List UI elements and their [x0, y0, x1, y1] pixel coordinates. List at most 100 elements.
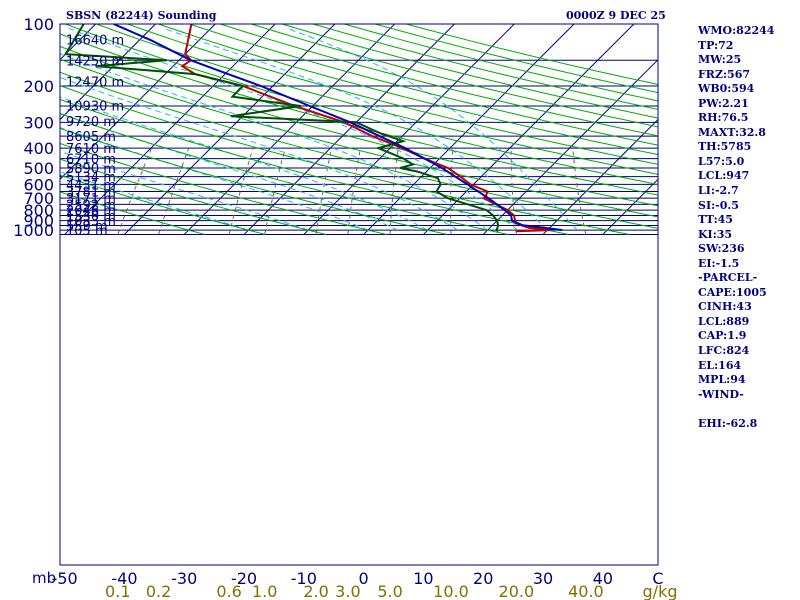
mixing-ratio-line [117, 147, 153, 235]
pressure-label: 400 [23, 139, 54, 158]
stat-item: L57:5.0 [698, 154, 745, 168]
dry-adiabat [96, 24, 658, 175]
isotherm-line [602, 178, 658, 235]
dry-adiabat [65, 24, 658, 186]
plot-frame [59, 23, 659, 566]
isotherm-line [243, 24, 455, 235]
height-label: 2048 m [66, 204, 116, 219]
height-label: 14250 m [66, 54, 124, 69]
stat-item: SI:-0.5 [698, 198, 739, 212]
isotherm-line [60, 24, 156, 121]
mixing-ratio-line [347, 147, 361, 235]
mixing-ratio-tick-label: g/kg [643, 582, 678, 600]
temperature-tick-label: 40 [593, 569, 613, 588]
isotherm-line [124, 24, 336, 235]
dry-adiabat [313, 24, 658, 110]
dry-adiabat [60, 71, 658, 229]
mixing-ratio-tick-label: 10.0 [433, 582, 469, 600]
height-label: 12470 m [66, 75, 124, 90]
temperature-tick-label: 20 [473, 569, 493, 588]
mixing-ratio-tick-label: 20.0 [499, 582, 535, 600]
pressure-label: 700 [23, 189, 54, 208]
pressure-unit-label: mb [32, 569, 56, 587]
dry-adiabat [60, 113, 508, 235]
height-label: 6710 m [66, 153, 116, 168]
mixing-ratio-line [228, 147, 254, 235]
mixing-ratio-line [389, 148, 399, 235]
height-label: 3171 m [66, 192, 116, 207]
pressure-label: 300 [23, 113, 54, 132]
height-label: 7610 m [66, 142, 116, 157]
stat-item: PW:2.21 [698, 96, 749, 110]
stat-item: EHI:-62.8 [698, 416, 758, 430]
temperature-tick-label: 0 [359, 569, 369, 588]
stat-item: FRZ:567 [698, 67, 751, 81]
stat-item: WB0:594 [698, 82, 755, 96]
temperature-tick-label: 30 [533, 569, 553, 588]
dry-adiabat [220, 24, 658, 137]
dry-adiabat [158, 24, 658, 156]
dry-adiabat [282, 24, 658, 119]
moist-adiabat [60, 53, 488, 231]
pressure-label: 500 [23, 159, 54, 178]
mixing-ratio-line [315, 147, 333, 235]
stat-item: MW:25 [698, 53, 742, 67]
dry-adiabat [60, 85, 630, 235]
isobars-and-isotherms [60, 24, 658, 235]
dry-adiabat [60, 142, 387, 235]
stat-item: -PARCEL- [698, 271, 758, 285]
dry-adiabats [60, 24, 658, 235]
mixing-ratio-tick-label: 3.0 [335, 582, 360, 600]
dry-adiabat [60, 174, 266, 235]
height-label: 10930 m [66, 99, 124, 114]
pressure-label: 600 [23, 175, 54, 194]
stat-item: CAPE:1005 [698, 285, 767, 299]
height-label: 5134 m [66, 171, 116, 186]
mixing-ratio-tick-label: 1.0 [252, 582, 277, 600]
sounding-traces [63, 24, 563, 233]
mixing-ratio-tick-label: 5.0 [377, 582, 402, 600]
dry-adiabat [60, 158, 327, 235]
stat-item: RH:76.5 [698, 111, 749, 125]
moist-adiabat [163, 27, 548, 231]
stat-item: LFC:824 [698, 344, 750, 358]
parcel-trace [113, 24, 563, 232]
stat-item: MPL:94 [698, 373, 746, 387]
temperature-tick-label: -10 [291, 569, 317, 588]
temperature-tick-label: -30 [171, 569, 197, 588]
mixing-ratio-line [510, 148, 517, 235]
pressure-label: 1000 [13, 221, 54, 240]
stat-item: CINH:43 [698, 300, 752, 314]
stat-item: KI:35 [698, 227, 733, 241]
moist-adiabat [60, 171, 249, 231]
stat-item: LCL:947 [698, 169, 750, 183]
dry-adiabat [60, 58, 658, 218]
moist-adiabats [60, 27, 578, 231]
height-label: 9720 m [66, 115, 116, 130]
pressure-label: 900 [23, 212, 54, 231]
moist-adiabat [60, 76, 458, 231]
dry-adiabat [60, 191, 205, 235]
height-label: 559 m [66, 219, 108, 234]
dry-adiabat [60, 127, 448, 235]
height-label: 2592 m [66, 198, 116, 213]
height-label: 1033 m [66, 215, 116, 230]
dry-adiabat [60, 45, 658, 207]
stat-item: LCL:889 [698, 314, 750, 328]
temperature-tick-label: -50 [52, 569, 78, 588]
height-label: 3781 m [66, 186, 116, 201]
height-label: 4431 m [66, 178, 116, 193]
dry-adiabat [127, 24, 658, 165]
height-label: 8605 m [66, 130, 116, 145]
dewpoint-trace [63, 24, 500, 233]
stat-item: -WIND- [698, 387, 744, 401]
dry-adiabat [60, 98, 569, 235]
mixing-ratio-tick-label: 0.6 [216, 582, 241, 600]
moist-adiabat [60, 96, 429, 231]
sounding-indices: WMO:82244 TP:72 MW:25 FRZ:567 WB0:594 PW:2.21… [698, 24, 798, 431]
isotherm-line [542, 118, 658, 235]
stat-item: SW:236 [698, 242, 745, 256]
mixing-ratio-tick-label: 0.1 [105, 582, 130, 600]
isotherm-line [423, 24, 635, 235]
mixing-ratio-tick-label: 0.2 [146, 582, 171, 600]
